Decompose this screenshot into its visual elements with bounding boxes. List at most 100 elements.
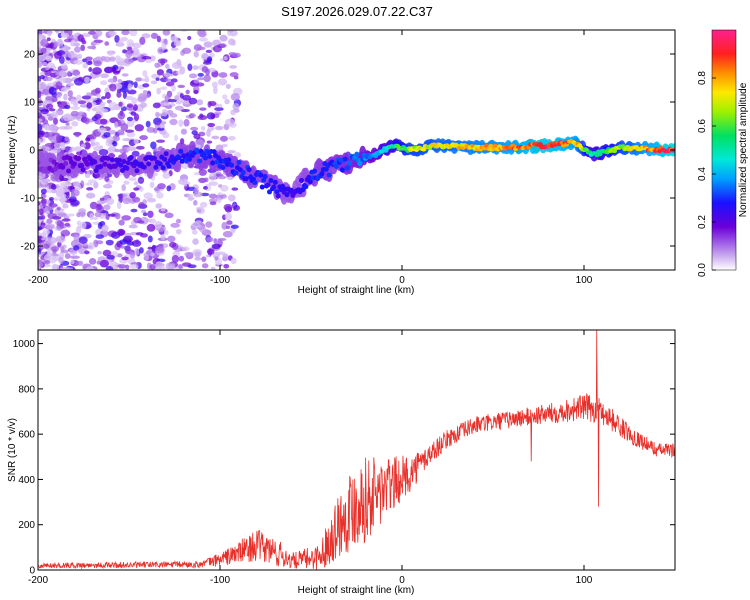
heatmap-noise-blob bbox=[103, 184, 113, 189]
heatmap-noise-blob bbox=[56, 94, 62, 99]
heatmap-noise-blob bbox=[90, 141, 96, 147]
heatmap-noise-blob bbox=[219, 34, 228, 42]
heatmap-noise-blob bbox=[55, 235, 65, 243]
heatmap-noise-blob bbox=[60, 246, 65, 253]
heatmap-noise-blob bbox=[218, 72, 228, 78]
x-tick-label: 100 bbox=[576, 275, 593, 286]
heatmap-noise-blob bbox=[174, 95, 180, 101]
heatmap-noise-blob bbox=[133, 138, 139, 145]
heatmap-noise-blob bbox=[220, 184, 229, 192]
heatmap-noise-blob bbox=[197, 72, 204, 77]
heatmap-noise-blob bbox=[49, 42, 54, 49]
ridge-core bbox=[272, 179, 278, 185]
heatmap-noise-blob bbox=[75, 133, 80, 138]
ridge-core bbox=[319, 171, 325, 177]
figure-title: S197.2026.029.07.22.C37 bbox=[281, 4, 433, 19]
heatmap-noise-blob bbox=[99, 107, 105, 113]
ridge-core bbox=[166, 163, 172, 169]
heatmap-noise-blob bbox=[120, 245, 126, 249]
heatmap-noise-blob bbox=[76, 212, 81, 218]
ridge-core bbox=[176, 155, 182, 161]
heatmap-noise-blob bbox=[95, 205, 105, 214]
ridge-core bbox=[216, 155, 222, 161]
heatmap-noise-blob bbox=[214, 113, 220, 119]
heatmap-noise-blob bbox=[210, 266, 216, 270]
heatmap-noise-blob bbox=[62, 113, 72, 122]
snr-y-ticks: 0 200 400 600 800 1000 bbox=[13, 339, 675, 577]
heatmap-noise-blob bbox=[94, 141, 100, 147]
heatmap-noise-blob bbox=[143, 253, 150, 262]
heatmap-noise-blob bbox=[207, 122, 216, 128]
heatmap-noise-blob bbox=[48, 203, 58, 208]
heatmap-noise-blob bbox=[224, 212, 232, 221]
heatmap-noise-blob bbox=[189, 73, 198, 79]
heatmap-noise-blob bbox=[59, 182, 69, 186]
heatmap-noise-blob bbox=[56, 91, 63, 96]
heatmap-noise-blob bbox=[67, 90, 73, 98]
heatmap-noise-blob bbox=[57, 107, 63, 112]
heatmap-noise-blob bbox=[130, 251, 135, 259]
heatmap-noise-blob bbox=[93, 181, 99, 189]
heatmap-x-axis-label: Height of straight line (km) bbox=[298, 285, 415, 296]
colorbar-ticks: 0.0 0.2 0.4 0.6 0.8 bbox=[697, 71, 716, 277]
heatmap-noise-blob bbox=[132, 196, 141, 203]
ridge-core bbox=[267, 189, 273, 195]
heatmap-noise-blob bbox=[73, 59, 84, 65]
heatmap-noise-blob bbox=[108, 101, 117, 110]
heatmap-noise-blob bbox=[214, 107, 224, 112]
heatmap-noise-blob bbox=[163, 72, 172, 78]
heatmap-noise-blob bbox=[55, 134, 63, 143]
heatmap-noise-blob bbox=[231, 39, 236, 46]
colorbar-gradient bbox=[711, 29, 737, 271]
heatmap-noise-blob bbox=[45, 146, 50, 152]
heatmap-noise-blob bbox=[58, 56, 65, 64]
heatmap-noise-blob bbox=[65, 122, 70, 126]
heatmap-y-axis-label: Frequency (Hz) bbox=[7, 116, 18, 185]
heatmap-noise-blob bbox=[156, 69, 164, 76]
heatmap-noise-blob bbox=[38, 226, 43, 231]
heatmap-noise-blob bbox=[211, 81, 218, 89]
ridge-core bbox=[284, 192, 290, 198]
heatmap-noise-blob bbox=[145, 58, 152, 64]
ridge-core bbox=[354, 151, 360, 157]
heatmap-noise-blob bbox=[126, 146, 137, 151]
heatmap-noise-blob bbox=[38, 90, 42, 98]
heatmap-noise-blob bbox=[139, 36, 146, 45]
heatmap-noise-blob bbox=[208, 198, 218, 203]
heatmap-noise-blob bbox=[104, 41, 110, 46]
heatmap-noise-blob bbox=[214, 256, 219, 261]
heatmap-noise-blob bbox=[70, 106, 81, 110]
heatmap-noise-blob bbox=[38, 259, 44, 264]
heatmap-noise-blob bbox=[210, 113, 216, 120]
y-tick-label: 600 bbox=[18, 430, 35, 441]
heatmap-noise-blob bbox=[138, 201, 145, 208]
ridge-core bbox=[146, 161, 152, 167]
heatmap-noise-blob bbox=[232, 52, 241, 58]
heatmap-noise-blob bbox=[80, 143, 86, 149]
heatmap-noise-blob bbox=[109, 83, 117, 92]
ridge-core bbox=[268, 178, 274, 184]
heatmap-noise-blob bbox=[69, 39, 76, 47]
heatmap-noise-blob bbox=[42, 229, 50, 236]
heatmap-noise-blob bbox=[45, 55, 53, 62]
heatmap-noise-blob bbox=[85, 56, 93, 61]
heatmap-noise-blob bbox=[170, 78, 178, 83]
heatmap-noise-blob bbox=[120, 123, 129, 131]
heatmap-noise-blob bbox=[108, 31, 117, 36]
x-tick-label: -100 bbox=[210, 575, 230, 586]
heatmap-noise-blob bbox=[173, 39, 182, 47]
heatmap-noise-blob bbox=[48, 87, 57, 95]
heatmap-noise-blob bbox=[130, 111, 137, 116]
heatmap-noise-blob bbox=[156, 139, 166, 143]
y-tick-label: 10 bbox=[24, 98, 36, 109]
ridge-core bbox=[71, 161, 77, 167]
heatmap-noise-blob bbox=[98, 145, 104, 149]
heatmap-noise-blob bbox=[139, 135, 148, 141]
heatmap-noise-blob bbox=[46, 103, 54, 110]
y-tick-label: 0 bbox=[29, 566, 35, 577]
ridge-core bbox=[60, 164, 66, 170]
heatmap-noise-blob bbox=[156, 113, 165, 117]
heatmap-noise-blob bbox=[179, 138, 185, 145]
